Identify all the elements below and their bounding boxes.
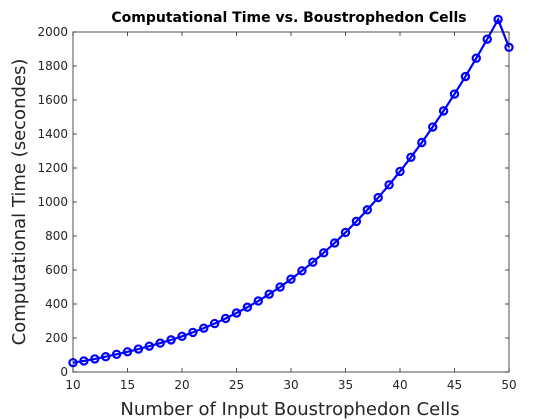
data-point: [384, 180, 394, 190]
data-point: [449, 89, 460, 99]
data-point: [199, 323, 209, 333]
ticks-layer: 10 15 20 25 30 35 40 45 50 0 200 400 600 800 1000 1200 1…: [37, 25, 516, 392]
x-tick-label: 20: [174, 378, 189, 392]
data-point: [231, 308, 242, 318]
data-point: [406, 152, 416, 162]
y-tick-label: 600: [45, 263, 68, 277]
data-point: [144, 341, 154, 351]
y-tick-label: 0: [60, 365, 68, 379]
y-tick-label: 200: [45, 331, 68, 345]
y-tick-label: 400: [45, 297, 68, 311]
plot-area: [73, 32, 509, 372]
x-tick-label: 50: [501, 378, 516, 392]
data-point: [155, 338, 165, 348]
data-point: [373, 192, 383, 203]
data-point: [220, 313, 231, 324]
y-axis-label: Computational Time (secondes): [9, 59, 30, 346]
data-point: [264, 289, 274, 299]
data-point: [308, 257, 318, 267]
y-tick-label: 2000: [37, 25, 68, 39]
x-tick-label: 40: [392, 378, 407, 392]
y-tick-label: 1200: [37, 161, 68, 175]
x-axis-label: Number of Input Boustrophedon Cells: [120, 399, 459, 420]
y-tick-label: 1800: [37, 59, 68, 73]
data-point: [242, 302, 253, 312]
data-point: [438, 106, 449, 116]
data-point: [493, 14, 503, 25]
data-point: [79, 356, 89, 366]
data-point: [362, 205, 372, 215]
y-tick-label: 1400: [37, 127, 68, 141]
data-point: [275, 282, 285, 292]
y-tick-label: 1000: [37, 195, 68, 209]
data-point: [188, 327, 198, 338]
data-point: [209, 318, 220, 329]
x-tick-label: 10: [65, 378, 80, 392]
x-tick-label: 25: [229, 378, 244, 392]
data-point: [319, 248, 329, 258]
chart-title: Computational Time vs. Boustrophedon Cel…: [111, 10, 466, 26]
data-point: [111, 349, 122, 360]
data-point: [122, 347, 133, 357]
data-point: [460, 71, 471, 82]
x-tick-label: 15: [120, 378, 135, 392]
data-point: [417, 137, 427, 148]
data-point: [482, 34, 492, 44]
data-point: [340, 227, 351, 238]
data-point: [351, 216, 362, 227]
x-tick-label: 45: [447, 378, 462, 392]
y-tick-label: 1600: [37, 93, 68, 107]
data-point: [297, 266, 307, 276]
data-point: [286, 274, 296, 284]
y-tick-label: 800: [45, 229, 68, 243]
x-tick-label: 30: [283, 378, 298, 392]
data-point: [428, 122, 438, 132]
data-point: [100, 352, 111, 362]
data-point: [253, 296, 263, 306]
data-point: [90, 354, 100, 364]
data-point: [395, 166, 405, 177]
data-point: [133, 344, 144, 354]
data-point: [177, 331, 187, 341]
data-point: [166, 335, 176, 345]
x-tick-label: 35: [338, 378, 353, 392]
data-point: [471, 53, 481, 63]
data-point: [329, 238, 340, 248]
